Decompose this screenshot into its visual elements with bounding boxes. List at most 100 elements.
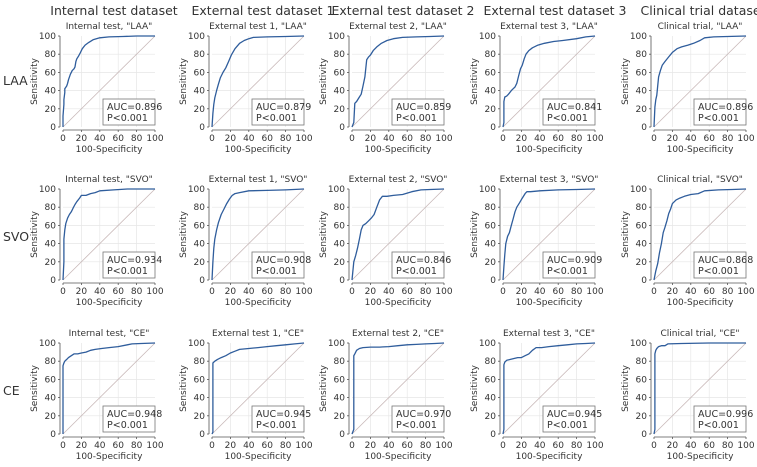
panel-title: External test 3, "CE" <box>503 329 595 339</box>
y-tick-label: 80 <box>485 50 497 60</box>
y-tick-label: 40 <box>194 87 206 97</box>
roc-curve <box>653 35 747 128</box>
auc-label: AUC=0.896 <box>698 102 753 113</box>
panel-title: External test 1, "CE" <box>212 329 304 339</box>
p-value-label: P<0.001 <box>256 420 297 431</box>
auc-label: AUC=0.945 <box>256 409 311 420</box>
roc-curve <box>351 342 445 435</box>
y-tick-label: 40 <box>334 240 346 250</box>
p-value-label: P<0.001 <box>107 420 148 431</box>
reference-diagonal <box>653 35 747 128</box>
reference-diagonal <box>351 35 445 128</box>
p-value-label: P<0.001 <box>107 113 148 124</box>
y-tick-label: 40 <box>485 240 497 250</box>
x-tick-label: 40 <box>383 441 395 451</box>
y-tick-label: 20 <box>194 412 206 422</box>
y-tick-label: 80 <box>45 50 57 60</box>
x-tick-label: 0 <box>209 134 215 144</box>
x-axis-label: 100-Specificity <box>365 298 432 308</box>
x-tick-label: 60 <box>703 441 715 451</box>
roc-curve <box>502 342 596 435</box>
y-axis-label: Sensitivity <box>30 210 40 258</box>
y-tick-label: 100 <box>630 32 647 42</box>
y-tick-label: 100 <box>479 339 496 349</box>
x-axis-label: 100-Specificity <box>225 298 292 308</box>
y-tick-label: 40 <box>636 87 648 97</box>
x-tick-label: 100 <box>295 287 312 297</box>
y-axis-label: Sensitivity <box>319 364 329 412</box>
roc-curve <box>62 342 156 434</box>
y-tick-label: 0 <box>199 123 205 133</box>
reference-diagonal <box>502 188 596 281</box>
x-axis-label: 100-Specificity <box>76 452 143 462</box>
row-label: LAA <box>3 73 28 88</box>
column-title: External test dataset 3 <box>484 3 627 18</box>
x-axis-label: 100-Specificity <box>365 452 432 462</box>
x-tick-label: 40 <box>243 134 255 144</box>
y-tick-label: 100 <box>328 339 345 349</box>
x-tick-label: 100 <box>295 441 312 451</box>
y-tick-label: 20 <box>485 258 497 268</box>
p-value-label: P<0.001 <box>547 113 588 124</box>
x-tick-label: 40 <box>685 441 697 451</box>
auc-annotation-box <box>102 251 156 279</box>
x-tick-label: 80 <box>722 441 734 451</box>
x-tick-label: 0 <box>349 287 355 297</box>
x-tick-label: 40 <box>383 287 395 297</box>
reference-diagonal <box>653 188 747 281</box>
p-value-label: P<0.001 <box>698 113 739 124</box>
y-tick-label: 40 <box>194 240 206 250</box>
y-tick-label: 100 <box>188 339 205 349</box>
y-tick-label: 0 <box>339 276 345 286</box>
x-axis-label: 100-Specificity <box>76 298 143 308</box>
y-tick-label: 0 <box>641 123 647 133</box>
x-tick-label: 0 <box>500 287 506 297</box>
y-tick-label: 80 <box>194 50 206 60</box>
auc-annotation-box <box>391 405 445 433</box>
x-tick-label: 20 <box>667 287 679 297</box>
x-tick-label: 60 <box>112 441 124 451</box>
x-axis-label: 100-Specificity <box>516 452 583 462</box>
auc-label: AUC=0.948 <box>107 409 162 420</box>
auc-annotation-box <box>251 405 305 433</box>
y-tick-label: 0 <box>339 430 345 440</box>
x-tick-label: 80 <box>420 287 432 297</box>
row-label: SVO <box>3 229 29 244</box>
x-tick-label: 0 <box>60 441 66 451</box>
y-tick-label: 40 <box>45 87 57 97</box>
auc-annotation-box <box>391 98 445 126</box>
x-tick-label: 0 <box>349 134 355 144</box>
y-tick-label: 0 <box>641 276 647 286</box>
panel-title: External test 1, "SVO" <box>209 175 308 185</box>
reference-diagonal <box>211 35 305 128</box>
x-tick-label: 60 <box>552 441 564 451</box>
y-tick-label: 80 <box>45 357 57 367</box>
auc-label: AUC=0.945 <box>547 409 602 420</box>
auc-annotation-box <box>542 251 596 279</box>
x-tick-label: 80 <box>131 287 143 297</box>
roc-curve <box>62 35 155 127</box>
x-axis-label: 100-Specificity <box>225 452 292 462</box>
y-tick-label: 0 <box>490 123 496 133</box>
p-value-label: P<0.001 <box>698 420 739 431</box>
x-tick-label: 0 <box>60 287 66 297</box>
x-tick-label: 0 <box>60 134 66 144</box>
y-tick-label: 80 <box>636 357 648 367</box>
y-tick-label: 60 <box>194 221 206 231</box>
reference-diagonal <box>653 342 747 435</box>
p-value-label: P<0.001 <box>396 420 437 431</box>
x-tick-label: 20 <box>76 287 88 297</box>
auc-annotation-box <box>542 405 596 433</box>
y-tick-label: 0 <box>50 123 56 133</box>
y-tick-label: 80 <box>334 50 346 60</box>
auc-annotation-box <box>693 251 747 279</box>
x-tick-label: 40 <box>243 441 255 451</box>
